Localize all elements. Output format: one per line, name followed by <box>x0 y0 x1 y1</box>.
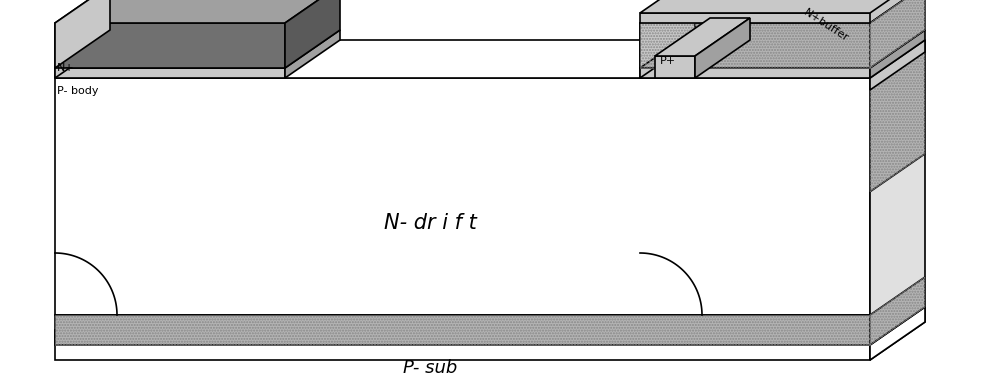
Polygon shape <box>640 68 870 78</box>
Polygon shape <box>870 277 925 345</box>
Polygon shape <box>55 78 870 315</box>
Polygon shape <box>640 0 925 23</box>
Polygon shape <box>55 40 925 78</box>
Text: P- sub: P- sub <box>403 359 457 377</box>
Polygon shape <box>640 0 695 68</box>
Polygon shape <box>55 330 870 360</box>
Polygon shape <box>870 0 925 68</box>
Polygon shape <box>55 30 340 68</box>
Text: N- dr i f t: N- dr i f t <box>384 213 476 233</box>
Polygon shape <box>640 30 925 68</box>
Polygon shape <box>55 68 285 78</box>
Polygon shape <box>55 23 285 68</box>
Polygon shape <box>55 0 110 68</box>
Polygon shape <box>695 18 750 78</box>
Polygon shape <box>55 0 340 23</box>
Polygon shape <box>870 40 925 360</box>
Polygon shape <box>55 30 110 78</box>
Polygon shape <box>655 56 695 78</box>
Polygon shape <box>640 0 925 13</box>
Polygon shape <box>640 30 695 78</box>
Polygon shape <box>640 13 870 23</box>
Text: P- body: P- body <box>57 86 98 96</box>
Polygon shape <box>285 0 340 68</box>
Text: N+buffer: N+buffer <box>802 8 850 44</box>
Polygon shape <box>870 40 925 90</box>
Polygon shape <box>870 307 925 360</box>
Text: N+: N+ <box>57 63 75 73</box>
Text: P+: P+ <box>660 56 676 66</box>
Polygon shape <box>655 18 750 56</box>
Polygon shape <box>285 30 340 78</box>
Polygon shape <box>55 315 870 345</box>
Polygon shape <box>870 40 925 192</box>
Polygon shape <box>640 23 870 68</box>
Polygon shape <box>870 30 925 78</box>
